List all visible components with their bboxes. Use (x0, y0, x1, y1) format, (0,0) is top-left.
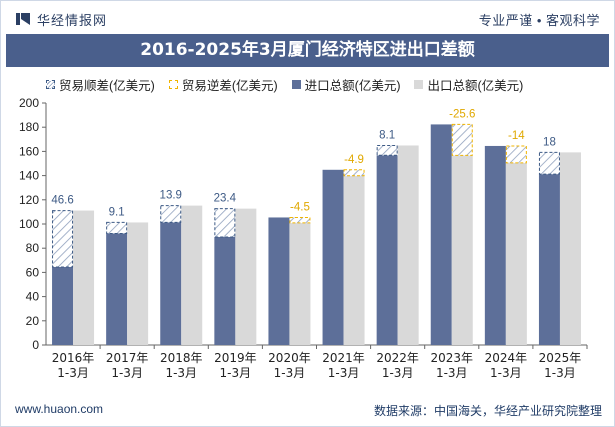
surplus-segment (106, 221, 128, 234)
data-source: 数据来源：中国海关，华经产业研究院整理 (373, 404, 602, 418)
legend-item-deficit: 贸易逆差(亿美元) (168, 75, 278, 94)
legend-swatch-import (291, 79, 301, 89)
y-tick-label: 80 (26, 241, 40, 255)
huajing-logo-icon (16, 13, 30, 25)
y-tick-label: 200 (19, 96, 39, 110)
surplus-segment (376, 144, 398, 156)
x-tick-label: 1-3月 (436, 366, 468, 380)
y-tick-label: 120 (19, 193, 39, 207)
export-bar (451, 155, 473, 345)
x-tick-label: 2024年 (485, 351, 528, 365)
surplus-segment (214, 208, 236, 238)
balance-data-label: -4.5 (290, 201, 310, 213)
legend-swatch-deficit (168, 79, 178, 89)
x-tick-label: 2016年 (52, 351, 95, 365)
deficit-segment (343, 169, 365, 177)
x-tick-label: 1-3月 (111, 366, 143, 380)
y-tick-label: 20 (26, 314, 40, 328)
export-bar (73, 210, 95, 345)
legend-swatch-surplus (46, 79, 55, 89)
website-link[interactable]: www.huaon.com (15, 402, 104, 416)
x-tick-label: 2019年 (214, 351, 257, 365)
import-bar (52, 266, 74, 345)
surplus-segment (160, 205, 182, 223)
x-tick-label: 1-3月 (490, 366, 522, 380)
chart-title: 2016-2025年3月厦门经济特区进出口差额 (140, 40, 475, 60)
y-tick-label: 60 (26, 265, 40, 279)
y-tick-label: 100 (19, 217, 39, 231)
y-tick-label: 140 (19, 169, 39, 183)
x-tick-label: 2025年 (539, 351, 582, 365)
export-bar (343, 175, 365, 345)
legend-label-import: 进口总额(亿美元) (304, 78, 401, 93)
balance-data-label: 13.9 (160, 190, 182, 202)
title-bar: 2016-2025年3月厦门经济特区进出口差额 (6, 34, 609, 67)
legend-label-deficit: 贸易逆差(亿美元) (181, 78, 278, 93)
balance-data-label: -25.6 (449, 108, 475, 120)
legend: 贸易顺差(亿美元) 贸易逆差(亿美元) 进口总额(亿美元) 出口总额(亿美元) (46, 74, 606, 94)
legend-item-surplus: 贸易顺差(亿美元) (46, 75, 155, 94)
balance-data-label: 8.1 (379, 129, 395, 141)
x-tick-label: 2021年 (322, 351, 365, 365)
brand: 华经情报网 (15, 10, 107, 28)
deficit-segment (289, 216, 311, 224)
legend-label-export: 出口总额(亿美元) (427, 78, 524, 93)
y-tick-label: 180 (19, 120, 39, 134)
top-bar: 华经情报网 专业严谨 • 客观科学 (1, 1, 614, 34)
export-bar (181, 205, 203, 345)
export-bar (397, 145, 419, 345)
brand-name: 华经情报网 (37, 12, 108, 28)
x-tick-label: 1-3月 (274, 366, 306, 380)
deficit-segment (451, 123, 473, 156)
bar-chart: 0204060801001201401601802002016年1-3月2017… (19, 96, 588, 380)
x-tick-label: 1-3月 (544, 366, 576, 380)
x-tick-label: 1-3月 (57, 366, 89, 380)
import-bar (214, 236, 236, 345)
import-bar (376, 155, 398, 345)
balance-data-label: -4.9 (344, 154, 364, 166)
import-bar (268, 217, 290, 345)
x-tick-label: 2017年 (106, 351, 149, 365)
x-tick-label: 2022年 (376, 351, 419, 365)
y-tick-label: 40 (26, 290, 40, 304)
import-bar (484, 145, 506, 345)
x-tick-label: 1-3月 (382, 366, 414, 380)
import-bar (538, 174, 560, 345)
x-tick-label: 1-3月 (165, 366, 197, 380)
deficit-segment (505, 145, 527, 164)
export-bar (289, 222, 311, 345)
x-tick-label: 1-3月 (328, 366, 360, 380)
slogan: 专业严谨 • 客观科学 (478, 13, 600, 28)
export-bar (505, 162, 527, 345)
x-tick-label: 1-3月 (220, 366, 252, 380)
balance-data-label: 9.1 (109, 206, 125, 218)
x-tick-label: 2018年 (160, 351, 203, 365)
legend-item-export: 出口总额(亿美元) (414, 75, 523, 94)
legend-swatch-export (414, 79, 424, 89)
y-tick-label: 160 (19, 144, 39, 158)
balance-data-label: 46.6 (51, 195, 73, 207)
balance-data-label: -14 (508, 130, 525, 142)
balance-data-label: 18 (543, 136, 556, 148)
legend-item-import: 进口总额(亿美元) (291, 75, 401, 94)
surplus-segment (538, 151, 560, 175)
export-bar (235, 208, 257, 345)
export-bar (559, 152, 581, 345)
surplus-segment (52, 210, 74, 268)
import-bar (322, 169, 344, 345)
y-tick-label: 0 (32, 338, 39, 352)
import-bar (160, 222, 182, 345)
legend-label-surplus: 贸易顺差(亿美元) (59, 78, 155, 93)
balance-data-label: 23.4 (214, 193, 237, 205)
import-bar (430, 124, 452, 346)
x-tick-label: 2023年 (430, 351, 473, 365)
import-bar (106, 233, 128, 345)
x-tick-label: 2020年 (268, 351, 311, 365)
export-bar (127, 222, 149, 345)
